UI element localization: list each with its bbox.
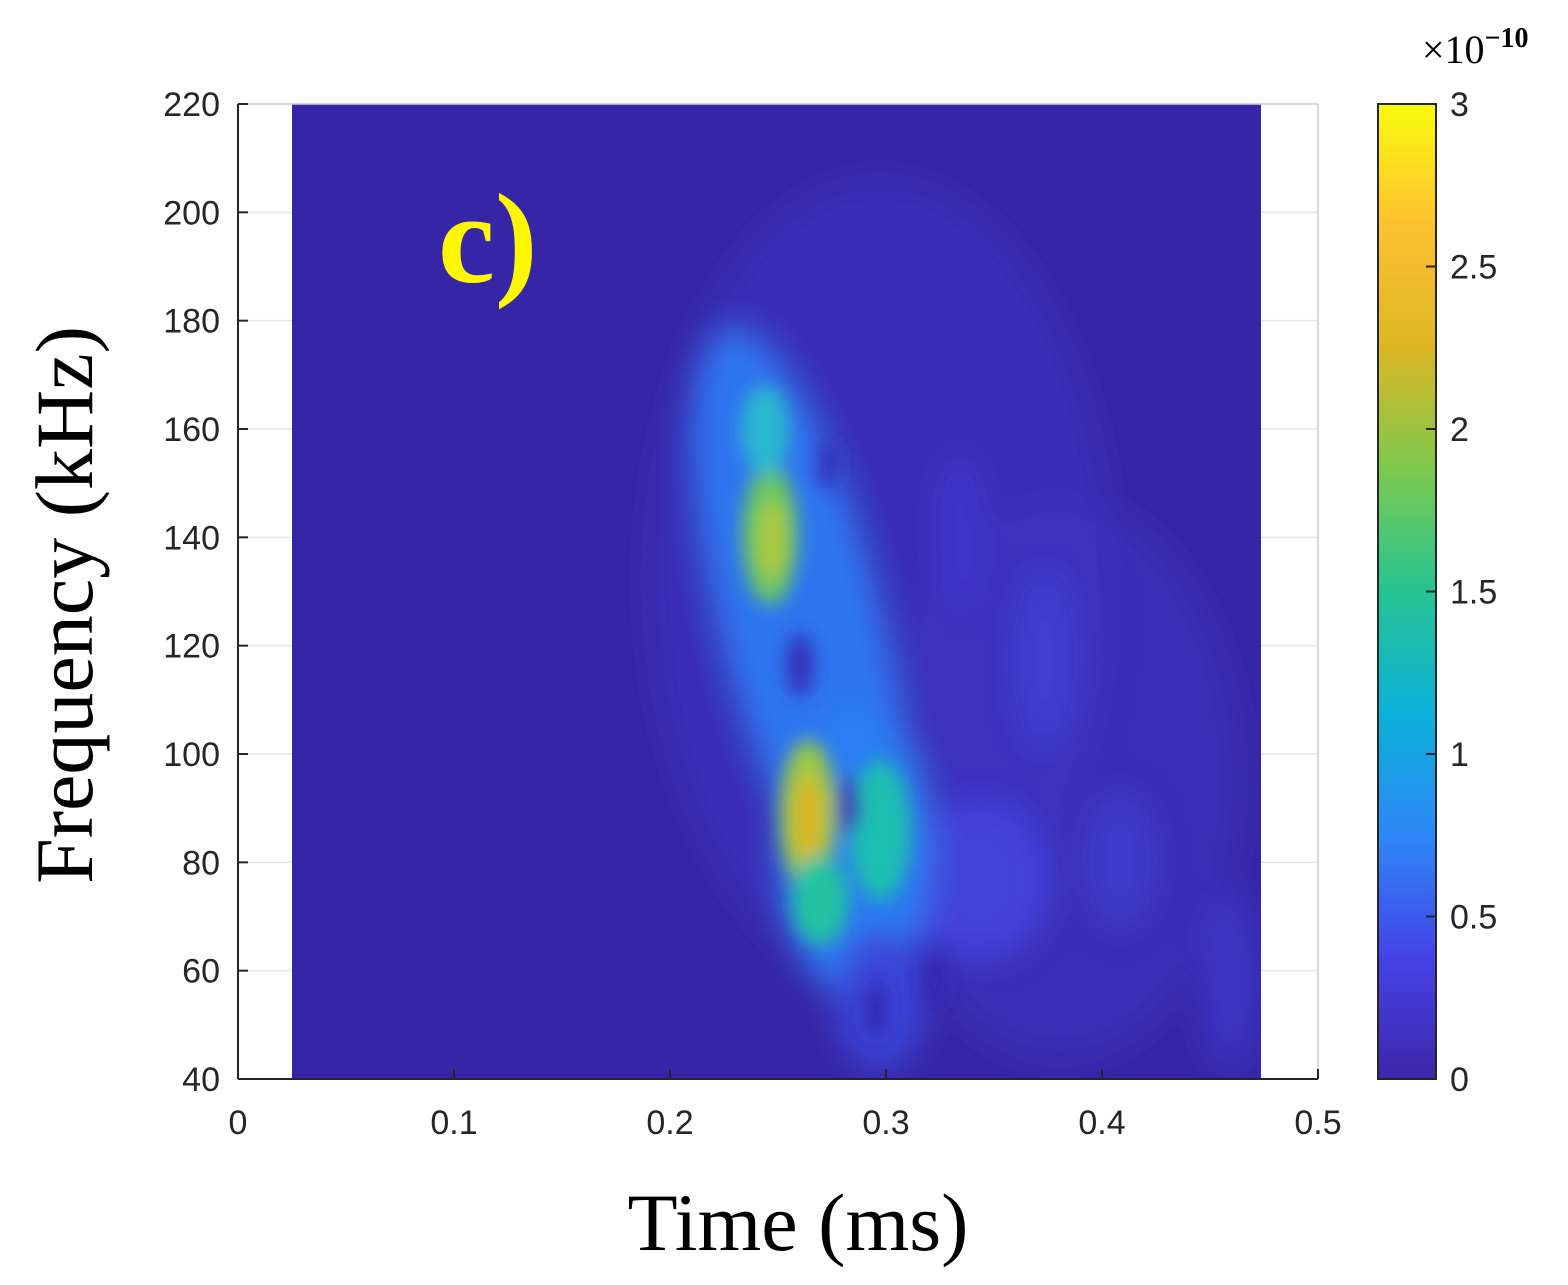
y-tick-label: 80: [182, 844, 220, 882]
colorbar-multiplier-exponent: −10: [1485, 23, 1529, 54]
heatmap: [292, 104, 1261, 1079]
colorbar-tick-label: 1: [1450, 736, 1469, 774]
x-ticks: 0 0.1 0.2 0.3 0.4 0.5: [229, 1069, 1342, 1142]
y-ticks: 40 60 80 100 120 140 160 180 200 220: [163, 86, 248, 1099]
y-tick-label: 160: [163, 411, 220, 449]
y-tick-label: 60: [182, 953, 220, 991]
colorbar-tick-label: 2.5: [1450, 249, 1497, 287]
colorbar-multiplier-base: ×10: [1422, 27, 1485, 72]
x-tick-label: 0.3: [862, 1104, 909, 1142]
y-tick-label: 120: [163, 628, 220, 666]
x-axis-label: Time (ms): [628, 1177, 969, 1268]
panel-label: c): [438, 168, 537, 310]
colorbar-multiplier: ×10−10: [1422, 23, 1529, 72]
colorbar-tick-label: 0: [1450, 1061, 1469, 1099]
x-tick-label: 0.2: [646, 1104, 693, 1142]
colorbar-tick-label: 0.5: [1450, 899, 1497, 937]
colorbar-ticks: 0 0.5 1 1.5 2 2.5 3: [1426, 86, 1497, 1099]
x-tick-label: 0.4: [1078, 1104, 1125, 1142]
heatmap-hotspots: [741, 385, 945, 1038]
x-tick-label: 0.5: [1294, 1104, 1341, 1142]
y-tick-label: 140: [163, 519, 220, 557]
x-tick-label: 0: [229, 1104, 248, 1142]
x-tick-label: 0.1: [430, 1104, 477, 1142]
colorbar-tick-label: 1.5: [1450, 574, 1497, 612]
y-tick-label: 100: [163, 736, 220, 774]
heatmap-blobs: [650, 180, 1258, 1070]
y-axis-label: Frequency (kHz): [19, 326, 110, 884]
y-tick-label: 200: [163, 194, 220, 232]
colorbar-tick-label: 2: [1450, 411, 1469, 449]
y-tick-label: 220: [163, 86, 220, 124]
colorbar-tick-label: 3: [1450, 86, 1469, 124]
y-tick-label: 40: [182, 1061, 220, 1099]
y-tick-label: 180: [163, 303, 220, 341]
